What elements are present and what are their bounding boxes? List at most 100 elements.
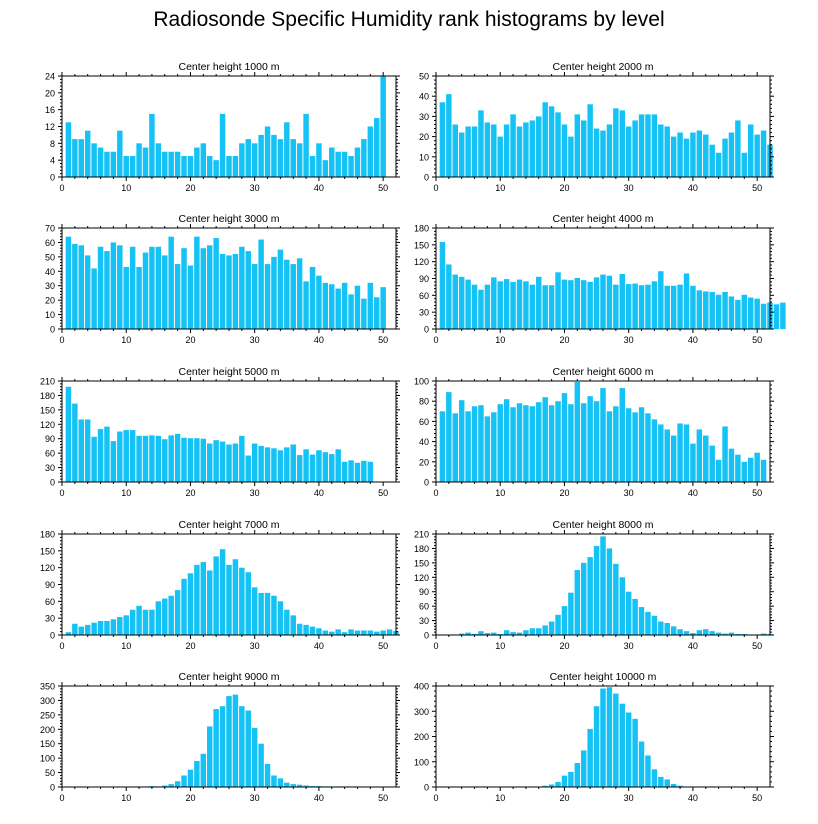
bar <box>478 631 484 635</box>
bar <box>284 259 290 329</box>
y-tick-label: 300 <box>40 696 55 706</box>
bar <box>568 404 574 482</box>
bar <box>690 132 696 177</box>
y-tick-label: 0 <box>50 783 55 793</box>
bar <box>271 448 277 482</box>
y-tick-label: 60 <box>45 597 55 607</box>
bar <box>104 426 110 482</box>
y-tick-label: 250 <box>40 710 55 720</box>
bar <box>523 630 529 635</box>
bar <box>168 151 174 177</box>
bar <box>491 124 497 177</box>
y-tick-label: 90 <box>45 580 55 590</box>
chart-panel-5: Center height 5000 m 0 30 60 90 120 150 180 210 0… <box>40 366 400 498</box>
bar <box>619 274 625 329</box>
bar <box>632 598 638 635</box>
bar <box>226 564 232 635</box>
bar <box>155 246 162 329</box>
x-tick-label: 30 <box>624 488 634 498</box>
bar <box>625 712 632 787</box>
x-tick-label: 40 <box>688 488 698 498</box>
bar <box>303 624 309 635</box>
bar <box>322 452 329 482</box>
bar <box>542 397 548 482</box>
bar <box>677 284 683 329</box>
y-tick-label: 0 <box>50 478 55 488</box>
bar <box>613 406 619 482</box>
bar <box>523 281 529 329</box>
bar <box>491 412 497 482</box>
chart-title: Center height 3000 m <box>179 213 280 225</box>
bar <box>367 461 374 482</box>
bar <box>194 564 200 635</box>
bar <box>503 630 510 635</box>
bar <box>568 136 574 177</box>
bar <box>471 126 478 177</box>
bar <box>542 625 548 635</box>
bar <box>561 775 568 787</box>
bar <box>251 727 258 787</box>
bar <box>516 279 523 329</box>
bar <box>555 781 561 787</box>
x-tick-label: 20 <box>185 488 195 498</box>
chart-panel-4: Center height 4000 m 0 30 60 90 120 150 180 0 10 2… <box>414 213 786 345</box>
chart-panel-10: Center height 10000 m 0 100 200 300 400 0 10 20 3… <box>414 671 774 803</box>
y-tick-label: 0 <box>424 783 429 793</box>
bar <box>239 567 245 635</box>
x-tick-label: 10 <box>121 793 131 803</box>
bar <box>329 631 335 635</box>
bar <box>478 110 484 177</box>
bar <box>348 629 354 635</box>
bar <box>696 290 703 329</box>
x-tick-label: 0 <box>59 641 64 651</box>
bar <box>696 130 703 177</box>
y-tick-label: 24 <box>45 72 55 82</box>
y-tick-label: 0 <box>424 325 429 335</box>
bar <box>245 251 251 329</box>
bar <box>380 76 386 177</box>
bar <box>174 264 181 329</box>
bar <box>574 382 581 482</box>
y-tick-label: 30 <box>419 308 429 318</box>
bar <box>78 626 84 635</box>
bar <box>136 605 142 635</box>
bar <box>258 239 264 329</box>
y-tick-label: 12 <box>45 122 55 132</box>
bar <box>65 122 72 177</box>
bar <box>760 459 767 482</box>
x-tick-label: 20 <box>559 488 569 498</box>
bar <box>309 454 316 482</box>
bar <box>593 546 600 635</box>
y-tick-label: 20 <box>45 296 55 306</box>
bar <box>91 622 97 635</box>
bar <box>174 433 181 482</box>
bar <box>728 632 735 635</box>
y-tick-label: 60 <box>419 602 429 612</box>
bar <box>683 424 690 482</box>
x-tick-label: 10 <box>495 793 505 803</box>
x-tick-label: 10 <box>495 488 505 498</box>
bar <box>651 419 658 482</box>
bar <box>91 143 97 177</box>
bar <box>613 108 619 177</box>
x-tick-label: 50 <box>378 183 388 193</box>
bar <box>645 413 651 482</box>
x-tick-label: 0 <box>433 641 438 651</box>
bar <box>65 236 72 329</box>
bar <box>497 136 503 177</box>
x-tick-label: 50 <box>378 641 388 651</box>
bar <box>97 429 104 482</box>
x-tick-label: 10 <box>121 488 131 498</box>
bar <box>690 633 696 635</box>
bar <box>277 139 284 178</box>
bar <box>748 457 754 482</box>
bar <box>187 769 194 787</box>
bar <box>168 595 174 635</box>
bar <box>593 706 600 787</box>
bar <box>142 147 149 177</box>
bar <box>683 138 690 177</box>
x-tick-label: 0 <box>59 488 64 498</box>
y-tick-label: 350 <box>40 682 55 692</box>
bar <box>296 455 303 482</box>
x-tick-label: 50 <box>752 641 762 651</box>
